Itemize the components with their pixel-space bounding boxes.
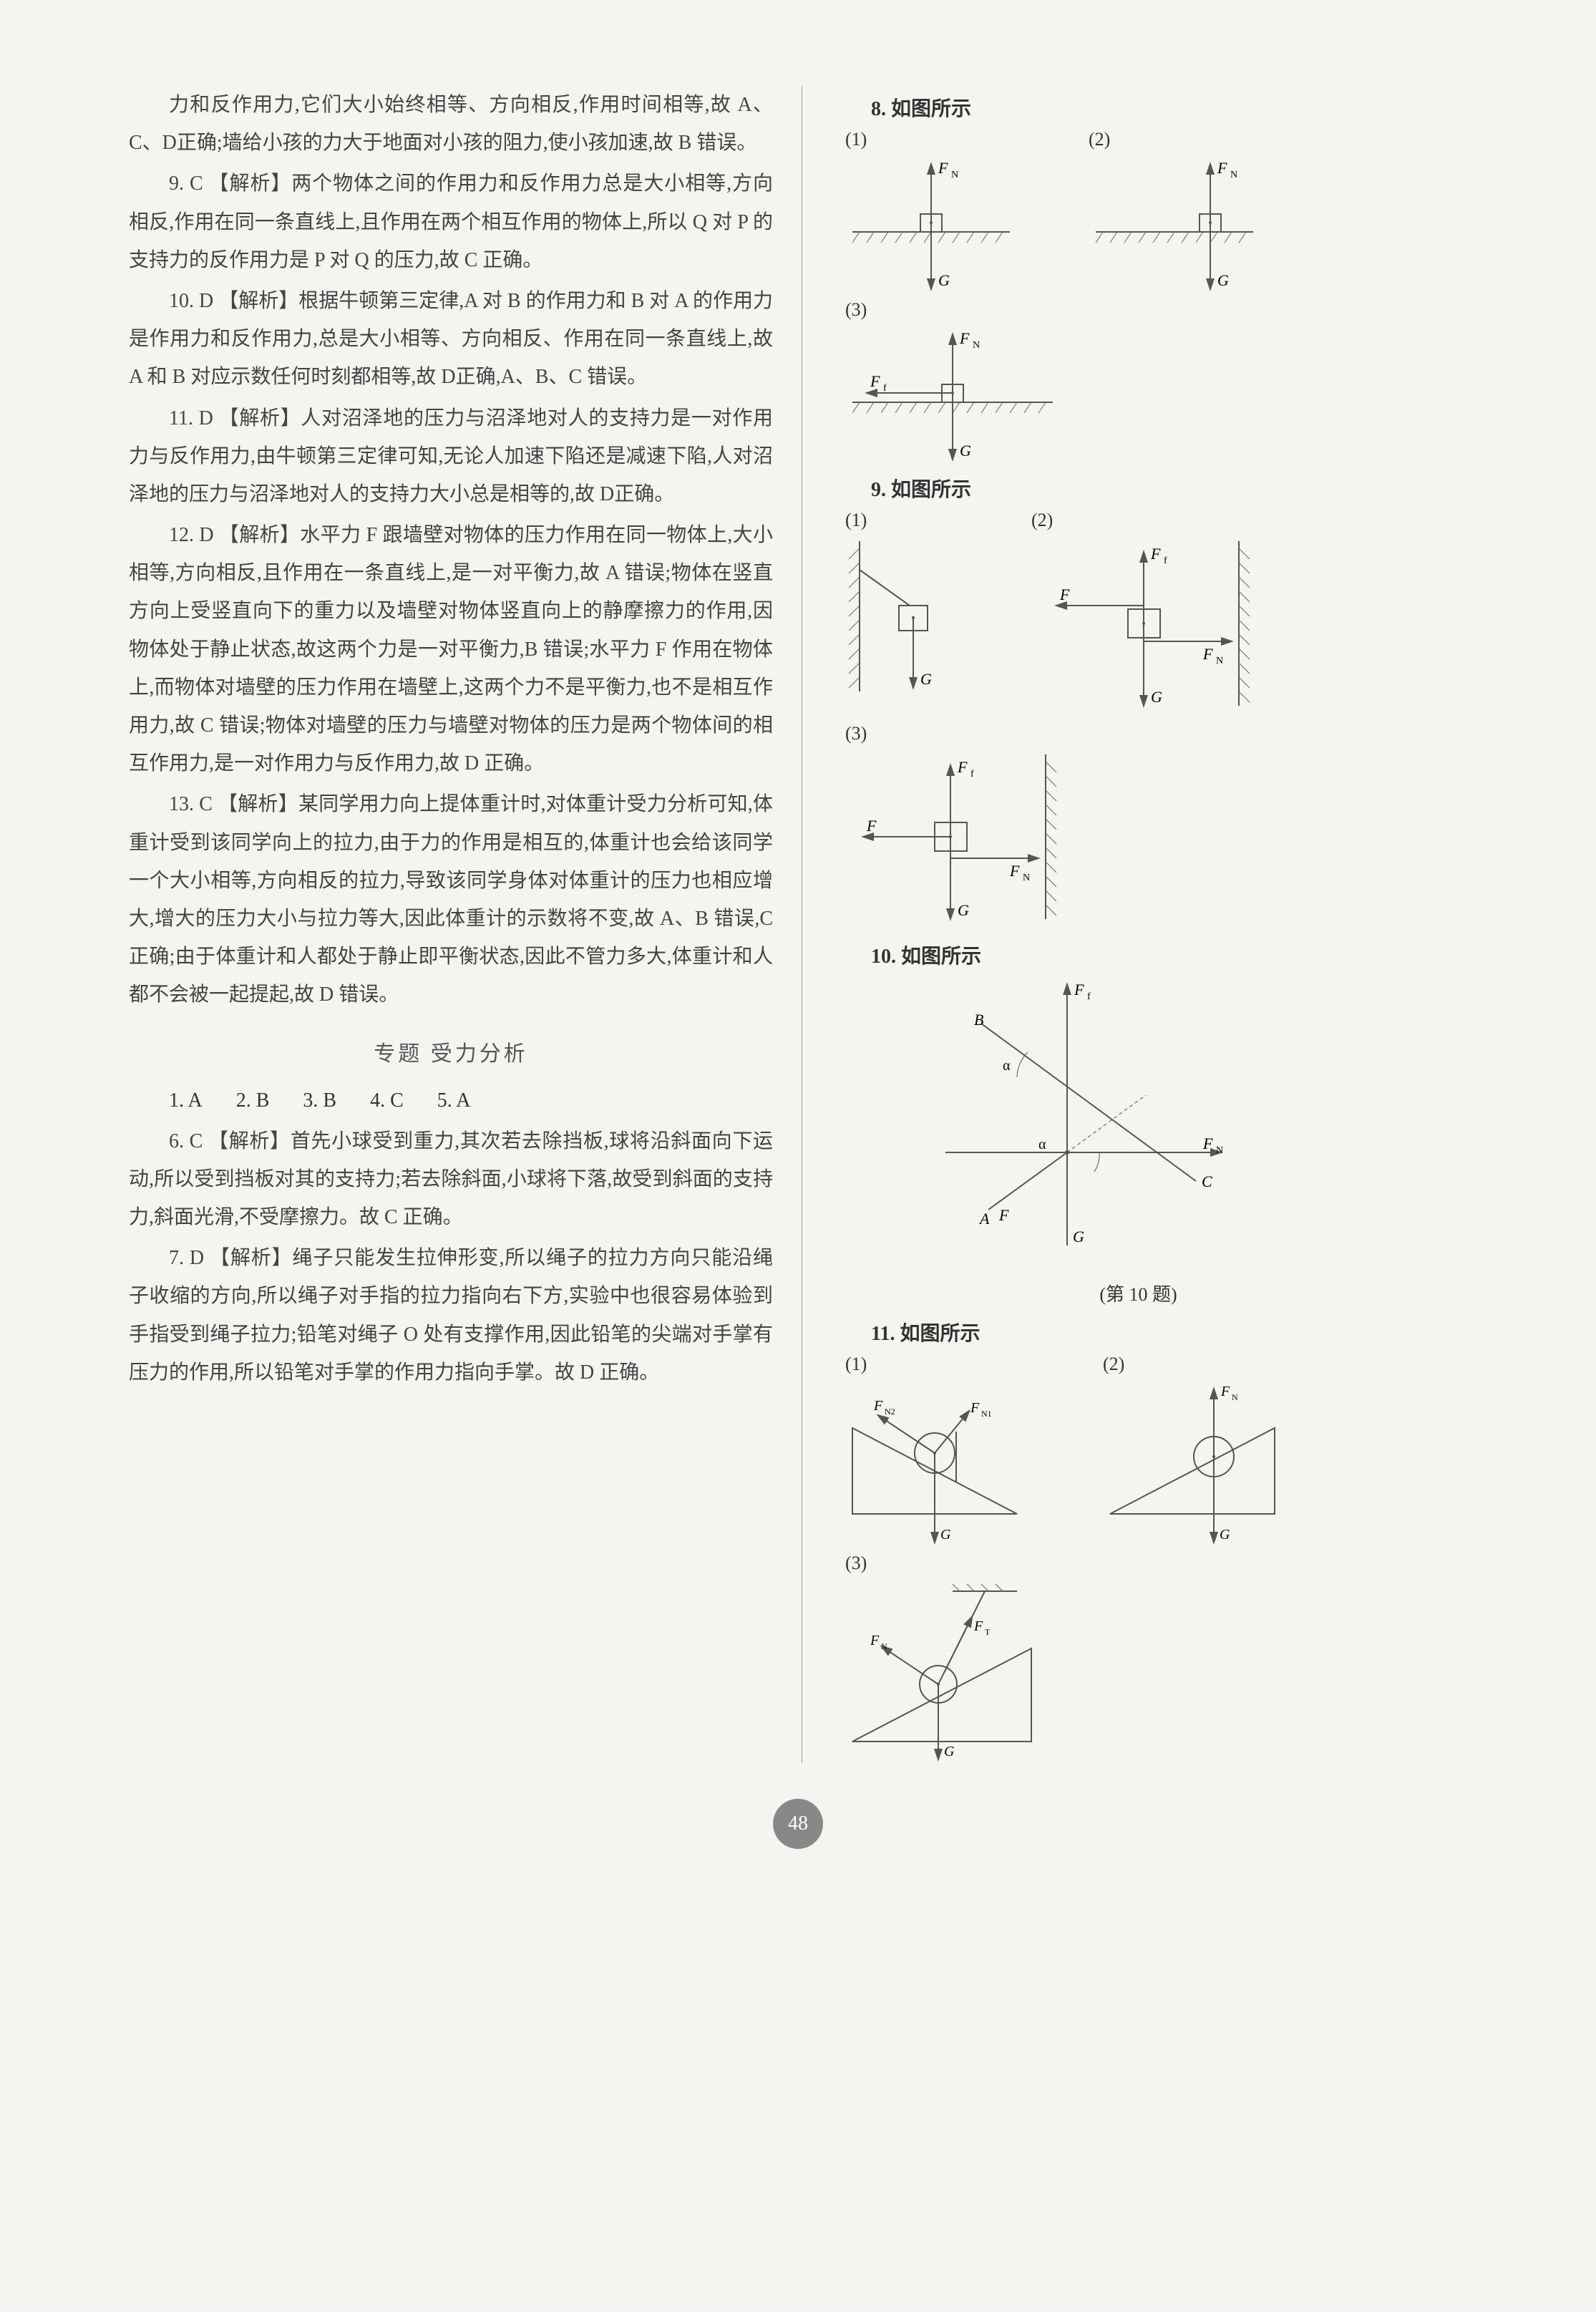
q8-diagram-2: FN G (1074, 153, 1275, 296)
svg-text:F: F (970, 1400, 980, 1416)
para-cont: 力和反作用力,它们大小始终相等、方向相反,作用时间相等,故 A、C、D正确;墙给… (129, 86, 773, 162)
svg-text:F: F (1074, 981, 1084, 999)
svg-text:F: F (866, 817, 877, 835)
q11-diagram-1: FN1 FN2 G (831, 1378, 1046, 1550)
svg-text:N: N (1232, 1392, 1238, 1402)
para-13: 13. C 【解析】某同学用力向上提体重计时,对体重计受力分析可知,体重计受到该… (129, 785, 773, 1014)
svg-text:N: N (1230, 170, 1237, 180)
svg-text:G: G (1220, 1527, 1230, 1543)
svg-text:N2: N2 (885, 1407, 895, 1417)
svg-text:F: F (1202, 645, 1213, 663)
q10-diagram: B C A Ff FN G F α α (888, 973, 1246, 1274)
q11-sub1: (1) (845, 1354, 1046, 1375)
para-12: 12. D 【解析】水平力 F 跟墙壁对物体的压力作用在同一物体上,大小相等,方… (129, 516, 773, 782)
q9-diagram-1: G (831, 534, 974, 706)
q8-diagram-1: FN G (831, 153, 1031, 296)
svg-text:F: F (938, 159, 948, 177)
q11-label: 11. 如图所示 (831, 1318, 1446, 1346)
q9-label: 9. 如图所示 (831, 474, 1446, 502)
svg-text:G: G (958, 901, 969, 919)
svg-text:N: N (1216, 1145, 1223, 1156)
svg-text:f: f (883, 383, 887, 394)
q9-sub2: (2) (1031, 510, 1275, 531)
svg-text:F: F (1009, 862, 1020, 880)
para-7: 7. D 【解析】绳子只能发生拉伸形变,所以绳子的拉力方向只能沿绳子收缩的方向,… (129, 1239, 773, 1391)
svg-text:f: f (1087, 991, 1091, 1002)
q9-diagram-3: Ff F FN G (831, 747, 1089, 933)
svg-text:α: α (1003, 1058, 1011, 1074)
ans-1: 1. A (169, 1089, 203, 1112)
svg-text:F: F (959, 329, 970, 347)
q10-caption: (第 10 题) (831, 1280, 1446, 1306)
svg-text:F: F (873, 1398, 883, 1414)
q8-sub2: (2) (1089, 129, 1275, 150)
svg-text:N1: N1 (981, 1409, 992, 1419)
svg-text:F: F (1202, 1135, 1213, 1152)
svg-text:f: f (970, 769, 974, 779)
para-11: 11. D 【解析】人对沼泽地的压力与沼泽地对人的支持力是一对作用力与反作用力,… (129, 399, 773, 514)
svg-text:F: F (1059, 586, 1070, 603)
svg-text:G: G (920, 670, 932, 688)
svg-text:F: F (870, 1633, 880, 1648)
ans-5: 5. A (437, 1089, 471, 1112)
svg-text:G: G (1217, 271, 1229, 289)
svg-text:F: F (1220, 1384, 1230, 1399)
svg-text:G: G (938, 271, 950, 289)
svg-text:F: F (998, 1206, 1009, 1224)
q8-label: 8. 如图所示 (831, 93, 1446, 122)
q9-sub1: (1) (845, 510, 974, 531)
q8-sub3: (3) (845, 299, 1446, 321)
svg-text:G: G (944, 1744, 955, 1759)
ans-4: 4. C (370, 1089, 404, 1112)
svg-text:F: F (957, 758, 968, 776)
q9-diagram-2: Ff F FN G (1017, 534, 1275, 720)
q11-sub2: (2) (1103, 1354, 1303, 1375)
svg-text:G: G (1073, 1228, 1084, 1245)
ans-3: 3. B (303, 1089, 336, 1112)
svg-text:α: α (1038, 1137, 1046, 1152)
q11-diagram-2: FN G (1089, 1378, 1303, 1550)
svg-text:B: B (974, 1011, 983, 1029)
svg-text:N: N (1023, 873, 1030, 883)
para-10: 10. D 【解析】根据牛顿第三定律,A 对 B 的作用力和 B 对 A 的作用… (129, 282, 773, 397)
right-column: 8. 如图所示 (1) FN G (802, 86, 1446, 1763)
svg-text:C: C (1202, 1172, 1212, 1190)
q8-diagram-3: FN G Ff (831, 324, 1074, 467)
svg-text:G: G (940, 1527, 951, 1543)
answers-row: 1. A 2. B 3. B 4. C 5. A (129, 1082, 773, 1119)
q9-sub3: (3) (845, 723, 1446, 744)
para-6: 6. C 【解析】首先小球受到重力,其次若去除挡板,球将沿斜面向下运动,所以受到… (129, 1122, 773, 1237)
svg-text:F: F (1217, 159, 1227, 177)
page-number: 48 (773, 1799, 823, 1849)
svg-text:F: F (1150, 545, 1161, 563)
svg-text:N: N (881, 1641, 887, 1651)
svg-text:T: T (985, 1627, 991, 1637)
ans-2: 2. B (236, 1089, 270, 1112)
svg-text:N: N (973, 340, 980, 351)
q8-sub1: (1) (845, 129, 1031, 150)
svg-text:G: G (960, 442, 971, 460)
svg-text:F: F (973, 1618, 983, 1634)
svg-text:f: f (1164, 555, 1167, 566)
q10-label: 10. 如图所示 (831, 941, 1446, 969)
q11-diagram-3: FT FN G (831, 1577, 1060, 1763)
svg-text:N: N (951, 170, 958, 180)
svg-text:N: N (1216, 656, 1223, 666)
left-column: 力和反作用力,它们大小始终相等、方向相反,作用时间相等,故 A、C、D正确;墙给… (129, 86, 773, 1763)
svg-text:F: F (870, 372, 880, 390)
svg-text:G: G (1151, 688, 1162, 706)
q11-sub3: (3) (845, 1553, 1446, 1574)
svg-text:A: A (978, 1210, 990, 1228)
section-title: 专题 受力分析 (129, 1036, 773, 1067)
para-9: 9. C 【解析】两个物体之间的作用力和反作用力总是大小相等,方向相反,作用在同… (129, 165, 773, 279)
